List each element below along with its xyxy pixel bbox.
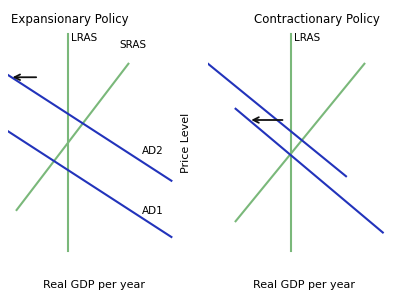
Text: Price Level: Price Level xyxy=(181,112,191,172)
Text: Expansionary Policy: Expansionary Policy xyxy=(12,13,129,26)
Text: Contractionary Policy: Contractionary Policy xyxy=(254,13,380,26)
Text: AD2: AD2 xyxy=(142,146,164,156)
Text: Real GDP per year: Real GDP per year xyxy=(253,280,355,290)
Text: SRAS: SRAS xyxy=(120,40,147,50)
Text: LRAS: LRAS xyxy=(71,33,97,43)
Text: Real GDP per year: Real GDP per year xyxy=(43,280,145,290)
Text: LRAS: LRAS xyxy=(294,33,321,43)
Text: AD1: AD1 xyxy=(142,206,164,217)
